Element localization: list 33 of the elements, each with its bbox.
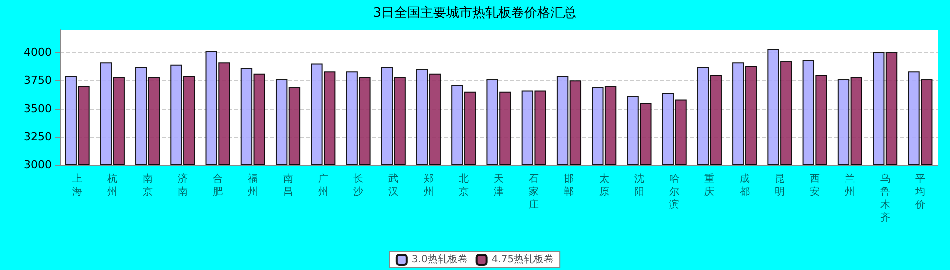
x-tick-label: 哈尔滨 <box>670 173 680 211</box>
x-tick-label: 福州 <box>248 173 258 198</box>
x-tick-label: 武汉 <box>388 173 399 198</box>
y-tick-label: 3500 <box>24 102 52 116</box>
y-tick-label: 3250 <box>24 130 52 144</box>
x-tick-label: 杭州 <box>106 173 118 198</box>
x-tick-label: 济南 <box>178 173 188 198</box>
x-tick-label: 兰州 <box>845 173 856 198</box>
x-tick-label: 沈阳 <box>634 173 644 198</box>
x-tick-label: 重庆 <box>704 173 715 198</box>
chart-title: 3日全国主要城市热轧板卷价格汇总 <box>373 5 577 21</box>
x-tick-label: 郑州 <box>424 173 434 198</box>
x-tick-label: 太原 <box>599 173 610 198</box>
y-tick-label: 4000 <box>24 46 52 59</box>
x-tick-label: 天津 <box>494 174 504 198</box>
x-tick-label: 广州 <box>318 173 328 198</box>
x-tick-label: 西安 <box>810 174 820 198</box>
x-tick-label: 北京 <box>458 173 469 198</box>
x-tick-label: 成都 <box>740 173 750 198</box>
y-tick-label: 3000 <box>24 158 52 172</box>
x-tick-label: 长沙 <box>354 173 364 198</box>
x-tick-label: 邯郸 <box>564 173 574 198</box>
legend-label: 3.0热轧板卷 <box>412 254 468 266</box>
x-tick-label: 南昌 <box>283 173 294 198</box>
legend-label: 4.75热轧板卷 <box>492 254 554 266</box>
x-tick-label: 合肥 <box>213 173 224 198</box>
y-tick-label: 3750 <box>24 74 52 88</box>
x-tick-label: 昆明 <box>774 174 785 198</box>
x-tick-label: 上海 <box>72 173 83 198</box>
x-tick-label: 平均价 <box>914 174 926 211</box>
x-tick-label: 南京 <box>142 173 153 198</box>
x-tick-label: 石家庄 <box>529 174 540 211</box>
x-tick-label: 乌鲁木齐 <box>880 173 890 224</box>
